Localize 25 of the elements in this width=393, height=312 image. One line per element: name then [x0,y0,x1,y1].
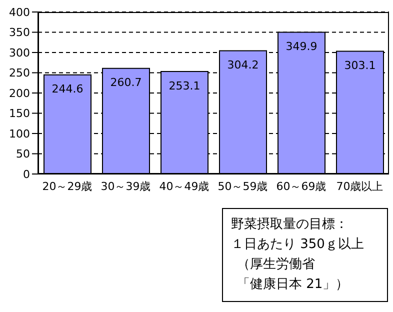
x-tick-label: 70歳以上 [336,180,384,193]
y-tick-label: 50 [16,148,30,161]
y-tick-label: 250 [9,66,30,80]
text: 野菜摂取量の目標： [231,216,349,234]
y-tick-label: 200 [9,86,30,100]
y-tick-label: 400 [9,6,30,19]
data-label: 349.9 [286,40,318,54]
y-tick-label: 300 [9,46,30,60]
y-tick-label: 100 [9,127,30,140]
x-tick-label: 30～39歳 [100,180,151,193]
y-tick-label: 0 [23,168,30,181]
data-label: 303.1 [344,59,376,72]
text: １日あたり 350ｇ以上 [231,236,365,254]
y-tick-label: 150 [9,107,30,120]
data-label: 244.6 [52,82,84,96]
data-label: 253.1 [168,79,200,92]
x-tick-label: 40～49歳 [159,180,210,193]
y-tick-label: 350 [9,26,30,40]
text: （厚生労働省 [236,256,316,274]
text: 「健康日本 21」） [236,276,350,294]
x-tick-label: 60～69歳 [276,180,326,193]
data-label: 304.2 [227,58,259,72]
x-tick-label: 20～29歳 [42,180,92,193]
x-tick-label: 50～59歳 [218,180,268,193]
data-label: 260.7 [110,76,142,90]
